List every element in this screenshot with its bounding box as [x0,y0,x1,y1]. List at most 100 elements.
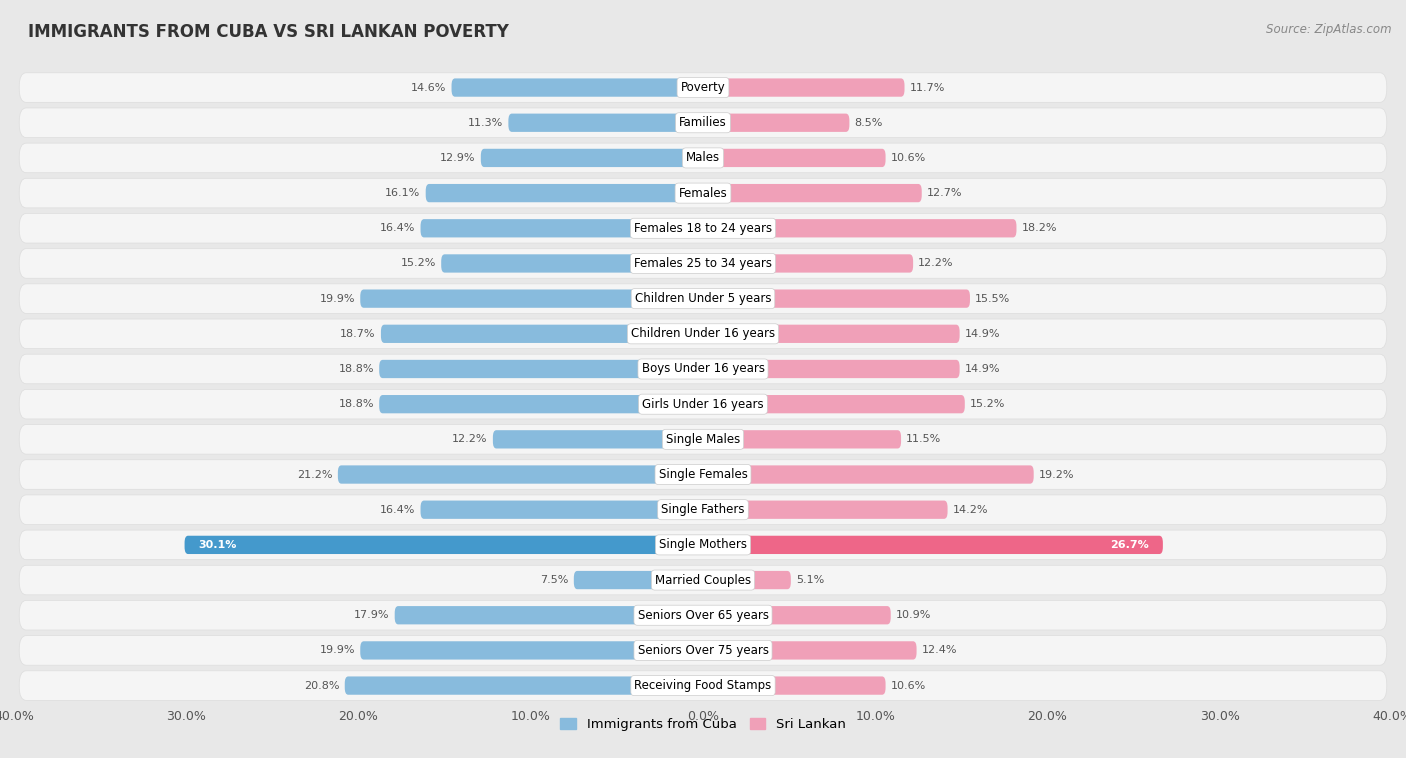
FancyBboxPatch shape [703,431,901,449]
Text: 10.9%: 10.9% [896,610,931,620]
Text: Females: Females [679,186,727,199]
Text: 15.5%: 15.5% [976,293,1011,304]
Text: 18.8%: 18.8% [339,399,374,409]
FancyBboxPatch shape [451,78,703,97]
FancyBboxPatch shape [360,290,703,308]
Text: 30.1%: 30.1% [198,540,236,550]
FancyBboxPatch shape [703,324,960,343]
Text: Single Females: Single Females [658,468,748,481]
FancyBboxPatch shape [420,500,703,518]
Text: Single Males: Single Males [666,433,740,446]
FancyBboxPatch shape [509,114,703,132]
Text: Boys Under 16 years: Boys Under 16 years [641,362,765,375]
FancyBboxPatch shape [703,255,912,273]
Text: Children Under 5 years: Children Under 5 years [634,292,772,305]
Text: 11.7%: 11.7% [910,83,945,92]
FancyBboxPatch shape [703,536,1163,554]
FancyBboxPatch shape [20,600,1386,630]
Legend: Immigrants from Cuba, Sri Lankan: Immigrants from Cuba, Sri Lankan [555,713,851,737]
Text: Single Mothers: Single Mothers [659,538,747,551]
Text: 8.5%: 8.5% [855,117,883,128]
Text: 12.7%: 12.7% [927,188,962,198]
Text: Single Fathers: Single Fathers [661,503,745,516]
FancyBboxPatch shape [703,114,849,132]
Text: Females 18 to 24 years: Females 18 to 24 years [634,222,772,235]
Text: 26.7%: 26.7% [1111,540,1149,550]
FancyBboxPatch shape [703,184,922,202]
FancyBboxPatch shape [703,78,904,97]
FancyBboxPatch shape [20,390,1386,419]
FancyBboxPatch shape [20,143,1386,173]
Text: Married Couples: Married Couples [655,574,751,587]
Text: 10.6%: 10.6% [891,153,927,163]
Text: 14.6%: 14.6% [411,83,446,92]
Text: 14.9%: 14.9% [965,329,1000,339]
Text: Females 25 to 34 years: Females 25 to 34 years [634,257,772,270]
Text: 21.2%: 21.2% [297,469,333,480]
FancyBboxPatch shape [703,149,886,167]
Text: 20.8%: 20.8% [304,681,340,691]
FancyBboxPatch shape [20,214,1386,243]
FancyBboxPatch shape [360,641,703,659]
FancyBboxPatch shape [703,290,970,308]
Text: 18.2%: 18.2% [1022,224,1057,233]
FancyBboxPatch shape [703,465,1033,484]
FancyBboxPatch shape [380,360,703,378]
FancyBboxPatch shape [20,424,1386,454]
Text: Girls Under 16 years: Girls Under 16 years [643,398,763,411]
FancyBboxPatch shape [20,495,1386,525]
FancyBboxPatch shape [20,249,1386,278]
FancyBboxPatch shape [20,565,1386,595]
Text: Seniors Over 75 years: Seniors Over 75 years [637,644,769,657]
FancyBboxPatch shape [703,606,891,625]
Text: 10.6%: 10.6% [891,681,927,691]
Text: 19.9%: 19.9% [319,293,356,304]
FancyBboxPatch shape [20,108,1386,137]
Text: 15.2%: 15.2% [970,399,1005,409]
FancyBboxPatch shape [574,571,703,589]
FancyBboxPatch shape [703,571,790,589]
FancyBboxPatch shape [20,636,1386,666]
Text: 7.5%: 7.5% [540,575,568,585]
FancyBboxPatch shape [20,671,1386,700]
Text: Receiving Food Stamps: Receiving Food Stamps [634,679,772,692]
Text: 15.2%: 15.2% [401,258,436,268]
Text: 11.5%: 11.5% [907,434,942,444]
Text: 5.1%: 5.1% [796,575,824,585]
Text: 17.9%: 17.9% [354,610,389,620]
Text: 18.8%: 18.8% [339,364,374,374]
Text: Males: Males [686,152,720,164]
Text: 18.7%: 18.7% [340,329,375,339]
FancyBboxPatch shape [441,255,703,273]
FancyBboxPatch shape [395,606,703,625]
Text: 11.3%: 11.3% [468,117,503,128]
Text: 19.9%: 19.9% [319,645,356,656]
Text: Children Under 16 years: Children Under 16 years [631,327,775,340]
Text: Families: Families [679,116,727,130]
FancyBboxPatch shape [337,465,703,484]
Text: 12.2%: 12.2% [453,434,488,444]
Text: Source: ZipAtlas.com: Source: ZipAtlas.com [1267,23,1392,36]
FancyBboxPatch shape [703,219,1017,237]
FancyBboxPatch shape [703,641,917,659]
FancyBboxPatch shape [380,395,703,413]
FancyBboxPatch shape [344,676,703,695]
Text: 12.9%: 12.9% [440,153,475,163]
FancyBboxPatch shape [481,149,703,167]
Text: 19.2%: 19.2% [1039,469,1074,480]
FancyBboxPatch shape [703,676,886,695]
FancyBboxPatch shape [426,184,703,202]
FancyBboxPatch shape [494,431,703,449]
Text: 12.2%: 12.2% [918,258,953,268]
Text: 16.4%: 16.4% [380,224,415,233]
FancyBboxPatch shape [20,460,1386,490]
Text: Poverty: Poverty [681,81,725,94]
Text: Seniors Over 65 years: Seniors Over 65 years [637,609,769,622]
FancyBboxPatch shape [703,360,960,378]
FancyBboxPatch shape [20,530,1386,559]
FancyBboxPatch shape [703,500,948,518]
FancyBboxPatch shape [184,536,703,554]
Text: 16.1%: 16.1% [385,188,420,198]
FancyBboxPatch shape [20,178,1386,208]
FancyBboxPatch shape [20,354,1386,384]
